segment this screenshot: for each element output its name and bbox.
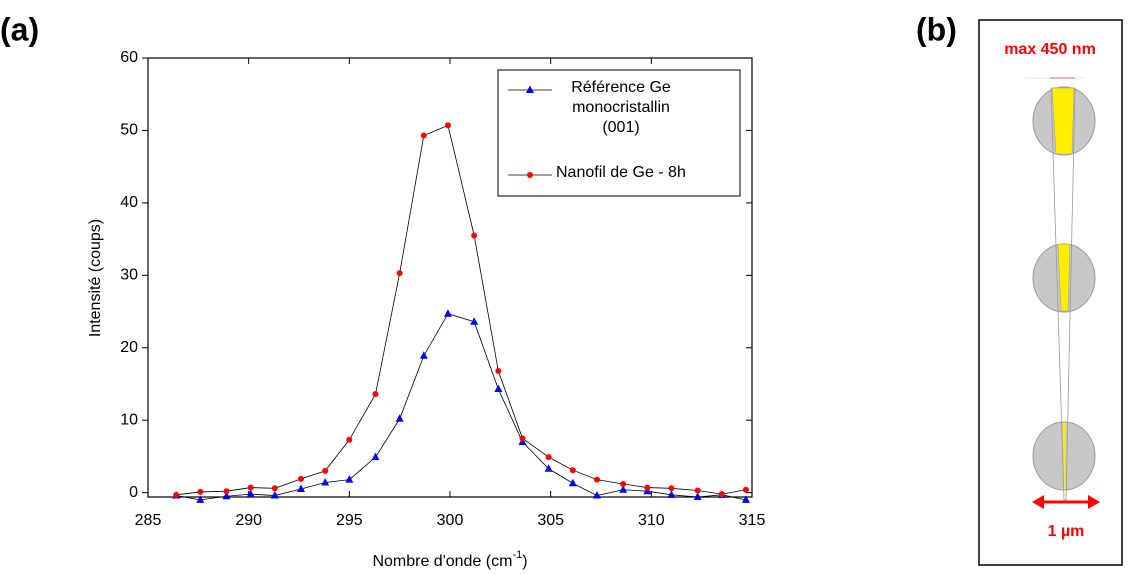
y-tick-label: 30 <box>120 267 138 284</box>
marker <box>494 384 503 393</box>
marker <box>222 491 231 500</box>
x-label-text: ) <box>522 553 527 570</box>
marker <box>444 122 451 129</box>
marker <box>420 132 427 139</box>
marker <box>321 478 330 486</box>
marker <box>545 454 552 461</box>
marker <box>568 478 577 487</box>
marker <box>495 367 502 374</box>
x-tick-label: 310 <box>638 512 665 529</box>
x-tick-label: 315 <box>739 512 766 529</box>
y-tick-label: 10 <box>120 411 138 428</box>
x-label-text: Nombre d'onde (cm <box>372 553 512 570</box>
y-axis-label: Intensité (coups) <box>87 219 104 337</box>
marker <box>322 467 329 474</box>
bottom-label: 1 µm <box>1048 523 1085 540</box>
panel-label: (b) <box>916 11 957 47</box>
plot: 285 290 295 300 305 310 315 0 10 20 30 40 50 60 <box>120 49 765 529</box>
marker <box>223 488 230 495</box>
marker <box>247 484 254 491</box>
marker <box>619 485 628 493</box>
marker <box>667 490 676 498</box>
marker <box>742 486 749 493</box>
marker <box>246 489 255 498</box>
marker <box>173 491 180 498</box>
marker <box>620 480 627 487</box>
marker <box>270 491 279 499</box>
y-tick-label: 50 <box>120 122 138 139</box>
top-label: max 450 nm <box>1004 41 1096 58</box>
y-tick-label: 60 <box>120 49 138 66</box>
x-axis-label: Nombre d'onde (cm-1) <box>372 549 527 570</box>
marker <box>693 492 702 500</box>
marker <box>197 488 204 495</box>
y-tick-label: 40 <box>120 194 138 211</box>
scale-arrow <box>1032 495 1100 509</box>
marker <box>471 232 478 239</box>
marker <box>470 317 479 325</box>
x-tick-label: 300 <box>437 512 464 529</box>
x-tick-label: 290 <box>235 512 262 529</box>
marker <box>419 351 428 359</box>
marker <box>569 467 576 474</box>
marker <box>346 436 353 443</box>
marker <box>196 495 205 503</box>
marker <box>741 495 750 503</box>
marker <box>372 391 379 398</box>
marker <box>396 270 403 277</box>
legend-label: Nanofil de Ge - 8h <box>556 164 686 181</box>
marker <box>593 476 600 483</box>
marker <box>519 435 526 442</box>
marker <box>345 475 354 483</box>
marker <box>644 484 651 491</box>
x-tick-label: 285 <box>135 512 162 529</box>
marker <box>544 464 553 472</box>
x-label-sup: -1 <box>512 549 522 561</box>
marker <box>526 85 534 93</box>
panel-label: (a) <box>0 11 39 47</box>
marker <box>694 487 701 494</box>
marker <box>297 484 306 493</box>
marker <box>271 485 278 492</box>
marker <box>668 485 675 492</box>
series-line <box>176 124 747 496</box>
y-tick-label: 20 <box>120 339 138 356</box>
marker <box>592 491 601 499</box>
marker <box>298 475 305 482</box>
marker <box>371 452 380 461</box>
marker <box>527 172 533 178</box>
ellipses <box>1032 86 1096 501</box>
marker <box>718 491 725 498</box>
marker <box>395 414 404 422</box>
x-tick-label: 305 <box>537 512 564 529</box>
legend-label: Référence Ge monocristallin (001) <box>571 79 671 136</box>
x-tick-label: 295 <box>336 512 363 529</box>
y-tick-label: 0 <box>129 484 138 501</box>
marker <box>443 309 452 317</box>
series-line <box>176 313 747 501</box>
